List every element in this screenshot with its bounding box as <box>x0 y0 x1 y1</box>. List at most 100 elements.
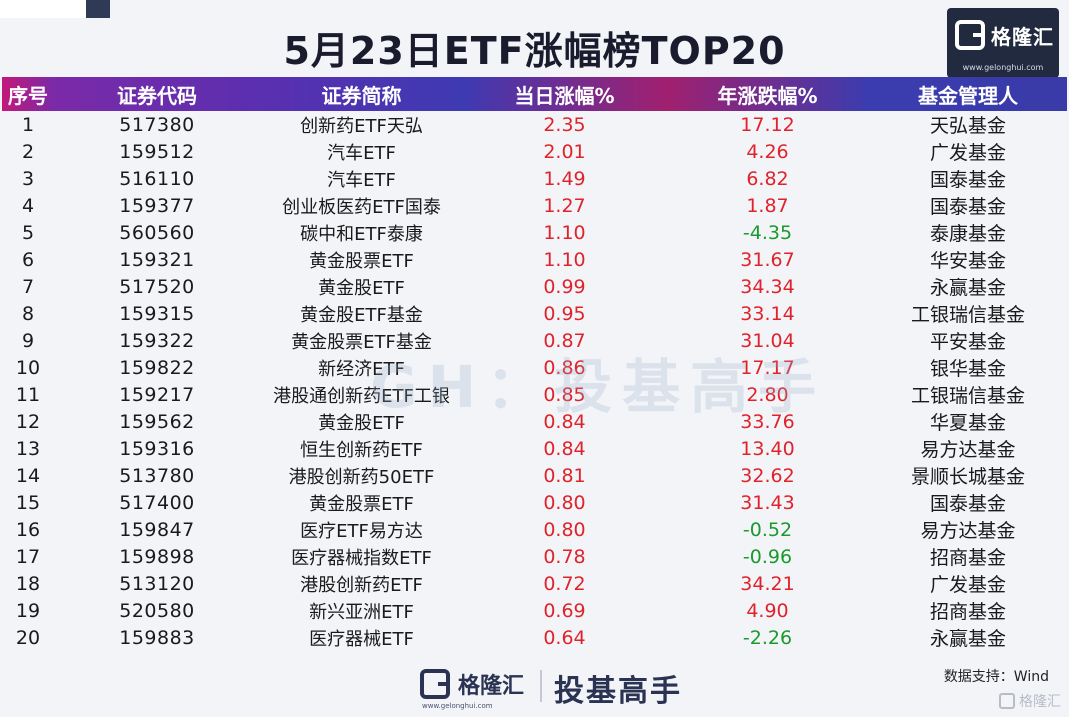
table-row: 3 516110 汽车ETF 1.49 6.82 国泰基金 <box>2 165 1067 192</box>
data-source-note: 数据支持：Wind <box>943 669 1049 685</box>
code-cell: 159883 <box>119 626 195 649</box>
daily-change-cell: 0.72 <box>543 572 586 595</box>
ytd-change-cell: 34.34 <box>740 275 795 298</box>
table-body: 1 517380 创新药ETF天弘 2.35 17.12 天弘基金 2 159512 汽车ETF… <box>2 111 1067 651</box>
code-cell: 159512 <box>119 140 195 163</box>
brand-logo-row: 格隆汇 <box>955 20 1054 50</box>
ytd-change-cell: -2.26 <box>742 626 793 649</box>
rank-cell: 16 <box>15 518 41 541</box>
ytd-change-cell: 2.80 <box>746 383 789 406</box>
name-cell: 港股通创新药ETF工银 <box>273 385 450 407</box>
manager-cell: 工银瑞信基金 <box>910 304 1025 326</box>
ytd-change-cell: 4.90 <box>746 599 789 622</box>
name-cell: 恒生创新药ETF <box>300 439 423 461</box>
ytd-change-cell: 33.76 <box>740 410 795 433</box>
footer-divider <box>540 670 542 702</box>
name-cell: 港股创新药ETF <box>300 574 423 596</box>
manager-cell: 泰康基金 <box>929 223 1006 245</box>
manager-cell: 广发基金 <box>929 142 1006 164</box>
manager-cell: 国泰基金 <box>929 169 1006 191</box>
name-cell: 医疗ETF易方达 <box>300 520 423 542</box>
code-cell: 159847 <box>119 518 195 541</box>
header-name: 证券简称 <box>260 77 463 111</box>
g-logo-icon <box>955 20 985 50</box>
rank-cell: 6 <box>21 248 35 271</box>
manager-cell: 华夏基金 <box>929 412 1006 434</box>
rank-cell: 19 <box>15 599 41 622</box>
daily-change-cell: 0.64 <box>543 626 586 649</box>
code-cell: 517520 <box>119 275 195 298</box>
daily-change-cell: 0.69 <box>543 599 586 622</box>
code-cell: 517380 <box>119 113 195 136</box>
manager-cell: 招商基金 <box>929 547 1006 569</box>
table-row: 10 159822 新经济ETF 0.86 17.17 银华基金 <box>2 354 1067 381</box>
code-cell: 159822 <box>119 356 195 379</box>
daily-change-cell: 2.01 <box>543 140 586 163</box>
code-cell: 513120 <box>119 572 195 595</box>
manager-cell: 工银瑞信基金 <box>910 385 1025 407</box>
manager-cell: 华安基金 <box>929 250 1006 272</box>
table-row: 14 513780 港股创新药50ETF 0.81 32.62 景顺长城基金 <box>2 462 1067 489</box>
code-cell: 159321 <box>119 248 195 271</box>
rank-cell: 10 <box>15 356 41 379</box>
name-cell: 创业板医药ETF国泰 <box>282 196 441 218</box>
corner-watermark-badge: 格隆汇 <box>999 691 1061 711</box>
page-title: 5月23日ETF涨幅榜TOP20 <box>283 29 786 73</box>
rank-cell: 3 <box>21 167 35 190</box>
name-cell: 黄金股ETF基金 <box>300 304 423 326</box>
daily-change-cell: 0.81 <box>543 464 586 487</box>
name-cell: 碳中和ETF泰康 <box>300 223 423 245</box>
manager-cell: 易方达基金 <box>920 439 1016 461</box>
manager-cell: 国泰基金 <box>929 493 1006 515</box>
rank-cell: 20 <box>15 626 41 649</box>
rank-cell: 17 <box>15 545 41 568</box>
rank-cell: 15 <box>15 491 41 514</box>
header-rank: 序号 <box>2 77 54 111</box>
daily-change-cell: 0.87 <box>543 329 586 352</box>
table-row: 4 159377 创业板医药ETF国泰 1.27 1.87 国泰基金 <box>2 192 1067 219</box>
daily-change-cell: 1.27 <box>543 194 586 217</box>
name-cell: 黄金股票ETF <box>309 493 414 515</box>
rank-cell: 14 <box>15 464 41 487</box>
name-cell: 港股创新药50ETF <box>288 466 435 488</box>
code-cell: 159377 <box>119 194 195 217</box>
daily-change-cell: 0.84 <box>543 437 586 460</box>
code-cell: 159322 <box>119 329 195 352</box>
daily-change-cell: 2.35 <box>543 113 586 136</box>
rank-cell: 9 <box>21 329 35 352</box>
name-cell: 新经济ETF <box>318 358 405 380</box>
brand-logo-box: 格隆汇 www.gelonghui.com <box>947 8 1059 78</box>
daily-change-cell: 0.78 <box>543 545 586 568</box>
table-row: 7 517520 黄金股ETF 0.99 34.34 永赢基金 <box>2 273 1067 300</box>
manager-cell: 国泰基金 <box>929 196 1006 218</box>
ytd-change-cell: 17.12 <box>740 113 795 136</box>
daily-change-cell: 0.84 <box>543 410 586 433</box>
table-row: 17 159898 医疗器械指数ETF 0.78 -0.96 招商基金 <box>2 543 1067 570</box>
header-daily-change: 当日涨幅% <box>463 77 666 111</box>
manager-cell: 招商基金 <box>929 601 1006 623</box>
table-row: 15 517400 黄金股票ETF 0.80 31.43 国泰基金 <box>2 489 1067 516</box>
footer-g-logo-icon <box>420 669 450 699</box>
code-cell: 520580 <box>119 599 195 622</box>
name-cell: 汽车ETF <box>327 142 396 164</box>
name-cell: 创新药ETF天弘 <box>300 115 423 137</box>
rank-cell: 8 <box>21 302 35 325</box>
brand-name: 格隆汇 <box>991 24 1054 49</box>
manager-cell: 广发基金 <box>929 574 1006 596</box>
header-manager: 基金管理人 <box>869 77 1067 111</box>
daily-change-cell: 1.10 <box>543 221 586 244</box>
rank-cell: 2 <box>21 140 35 163</box>
table-row: 9 159322 黄金股票ETF基金 0.87 31.04 平安基金 <box>2 327 1067 354</box>
ytd-change-cell: 34.21 <box>740 572 795 595</box>
header-ytd-change: 年涨跌幅% <box>666 77 869 111</box>
name-cell: 医疗器械ETF <box>309 628 414 650</box>
footer-slogan: 投基高手 <box>554 674 682 709</box>
table-row: 8 159315 黄金股ETF基金 0.95 33.14 工银瑞信基金 <box>2 300 1067 327</box>
daily-change-cell: 0.80 <box>543 518 586 541</box>
badge-g-icon <box>999 693 1015 709</box>
table-row: 1 517380 创新药ETF天弘 2.35 17.12 天弘基金 <box>2 111 1067 138</box>
table-row: 13 159316 恒生创新药ETF 0.84 13.40 易方达基金 <box>2 435 1067 462</box>
ytd-change-cell: 33.14 <box>740 302 795 325</box>
ytd-change-cell: -0.96 <box>742 545 793 568</box>
code-cell: 159315 <box>119 302 195 325</box>
